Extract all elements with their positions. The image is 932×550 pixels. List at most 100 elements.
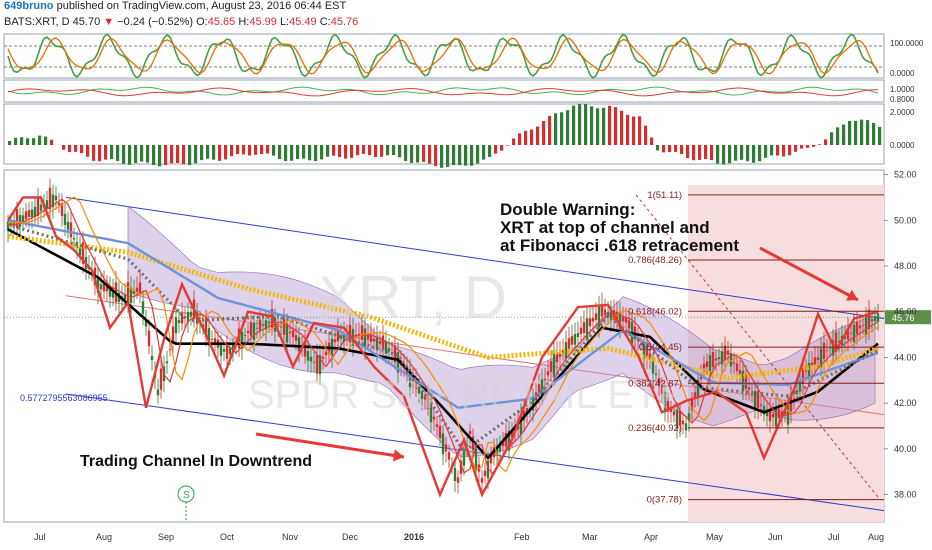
last-price-text: 45.76 <box>892 313 915 323</box>
candle-body <box>618 312 622 330</box>
candle-body <box>861 325 865 326</box>
candle-body <box>561 350 565 353</box>
candle-body <box>372 338 376 342</box>
candle-body <box>771 413 775 418</box>
candle-body <box>213 338 217 345</box>
candle-body <box>744 375 748 389</box>
ratio-axis-tick: 0.8000 <box>890 95 915 104</box>
channel-arrow-head <box>392 449 404 462</box>
candle-body <box>102 281 106 292</box>
candle-body <box>435 424 439 428</box>
histogram-bar <box>824 139 828 145</box>
histogram-bar <box>842 124 846 145</box>
candle-body <box>267 321 271 324</box>
candle-body <box>384 341 388 354</box>
candle-body <box>504 432 508 447</box>
stoch-panel-frame <box>3 33 885 79</box>
candle-body <box>552 353 556 376</box>
low-label: L: <box>279 16 290 28</box>
candle-body <box>231 344 235 351</box>
histogram-bar <box>590 106 594 145</box>
candle-body <box>105 286 109 292</box>
histogram-bar <box>98 145 102 162</box>
histogram-bar <box>170 145 174 164</box>
histogram-bar <box>308 145 312 161</box>
fibonacci-level-label: 0.786(48.26) <box>628 255 682 266</box>
candle-body <box>393 346 397 363</box>
candle-body <box>318 355 322 375</box>
publish-line: 649bruno published on TradingView.com, A… <box>4 0 346 12</box>
candle-body <box>291 330 295 338</box>
candle-body <box>627 320 631 329</box>
fibonacci-level-label: 0(37.78) <box>647 495 682 506</box>
candle-body <box>474 448 478 471</box>
candle-body <box>228 347 232 355</box>
histogram-bar <box>44 136 48 145</box>
time-axis-label: Mar <box>582 532 598 542</box>
open-label: O: <box>196 16 208 28</box>
candle-body <box>357 333 361 336</box>
histogram-bar <box>758 145 762 162</box>
histogram-bar <box>80 145 84 154</box>
candle-body <box>822 342 826 359</box>
open-value: 45.65 <box>207 16 236 28</box>
histogram-bar <box>266 145 270 154</box>
histogram-bar <box>422 145 426 162</box>
candle-body <box>15 209 19 228</box>
candle-body <box>609 311 613 322</box>
candle-body <box>48 187 52 210</box>
candle-body <box>174 317 178 333</box>
histogram-bar <box>848 121 852 145</box>
histogram-bar <box>278 145 282 159</box>
warning-line-1: Double Warning: <box>500 200 635 219</box>
candle-body <box>432 416 436 420</box>
histogram-bar <box>416 145 420 163</box>
candle-body <box>660 385 664 394</box>
candle-body <box>81 242 85 264</box>
candle-body <box>576 333 580 337</box>
histogram-bar <box>200 145 204 161</box>
close-label: C: <box>319 16 331 28</box>
candle-body <box>297 337 301 352</box>
candle-body <box>804 370 808 372</box>
channel-midline <box>65 295 885 416</box>
candle-body <box>780 411 784 416</box>
candle-body <box>246 331 250 333</box>
candle-body <box>555 352 559 363</box>
candle-body <box>858 325 862 329</box>
candle-body <box>60 203 64 216</box>
published-text: published on TradingView.com, August 23,… <box>56 0 347 12</box>
candle-body <box>363 328 367 349</box>
histogram-bar <box>620 110 624 145</box>
time-axis-label: Jul <box>828 532 840 542</box>
histogram-bar <box>548 115 552 145</box>
candle-body <box>603 309 607 315</box>
histogram-bar <box>860 119 864 145</box>
candle-body <box>144 321 148 327</box>
candle-body <box>690 399 694 411</box>
candle-body <box>573 334 577 345</box>
candle-body <box>417 387 421 394</box>
author-link[interactable]: 649bruno <box>4 0 54 12</box>
time-axis-label: 2016 <box>404 532 424 542</box>
time-axis-label: Sep <box>158 532 174 542</box>
candle-body <box>774 408 778 427</box>
histogram-bar <box>578 103 582 145</box>
candle-body <box>147 330 151 347</box>
histogram-bar <box>404 145 408 161</box>
candle-body <box>678 410 682 426</box>
candle-body <box>831 340 835 356</box>
moving-average-gold <box>7 233 879 381</box>
candle-body <box>453 468 457 481</box>
candle-body <box>801 368 805 384</box>
time-axis-label: Feb <box>514 532 530 542</box>
histogram-bar <box>194 145 198 164</box>
histogram-bar <box>440 145 444 168</box>
candle-body <box>420 391 424 399</box>
fibonacci-background <box>688 184 884 522</box>
warning-line-2: XRT at top of channel and <box>500 218 710 237</box>
fibonacci-trend-line <box>635 194 881 500</box>
histogram-bar <box>20 137 24 145</box>
candle-body <box>141 301 145 314</box>
candle-body <box>657 378 661 386</box>
